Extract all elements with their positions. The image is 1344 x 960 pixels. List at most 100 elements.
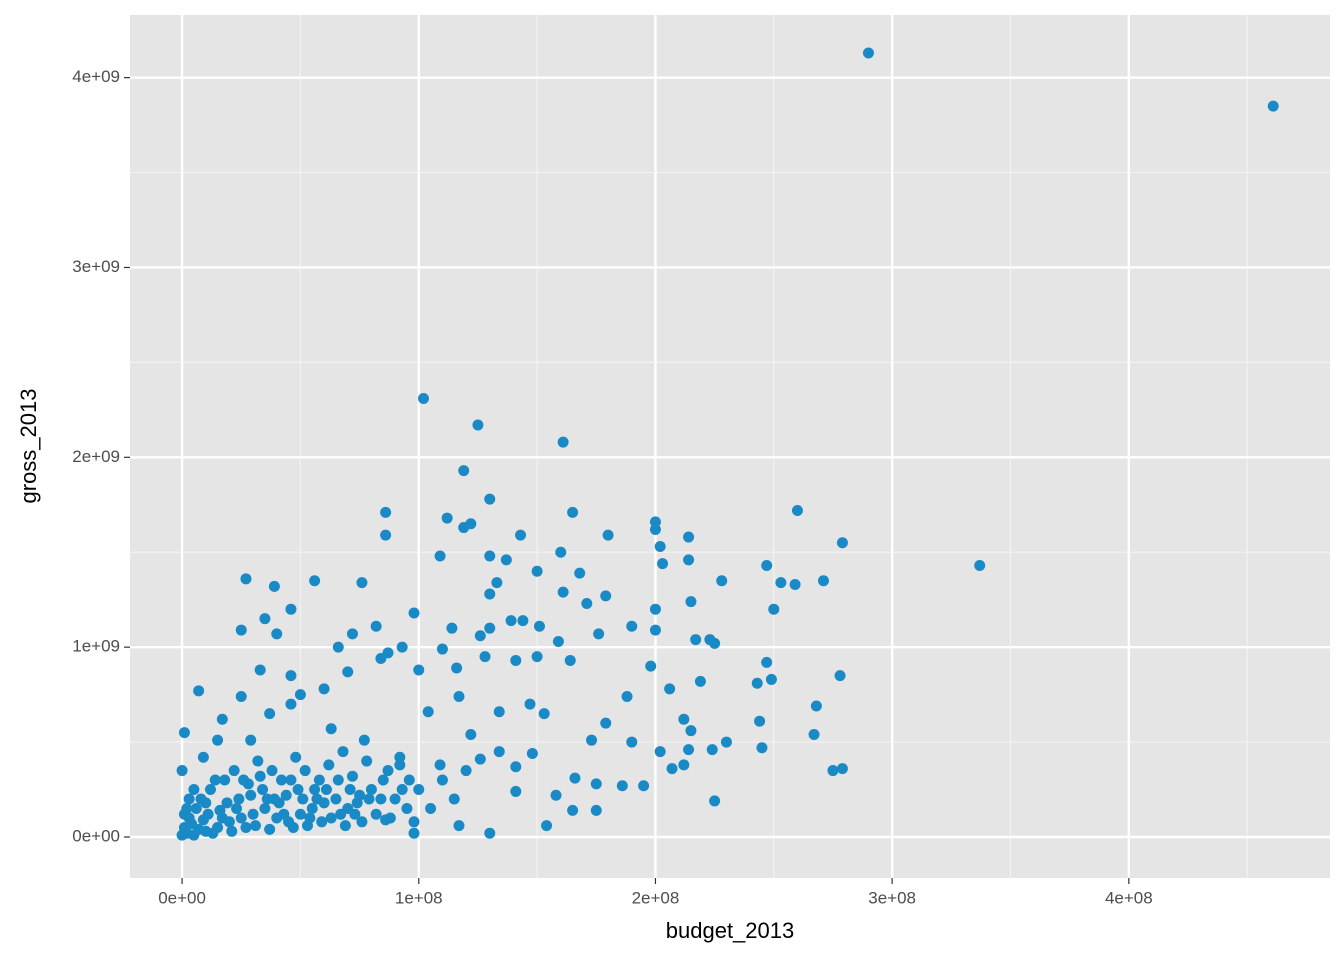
point <box>264 823 276 835</box>
point <box>226 825 238 837</box>
point <box>275 774 287 786</box>
point <box>238 774 250 786</box>
point <box>460 765 472 777</box>
point <box>834 670 846 682</box>
y-tick-label: 2e+09 <box>72 447 120 466</box>
points <box>176 47 1279 841</box>
x-tick-label: 4e+08 <box>1105 888 1153 907</box>
point <box>706 744 718 756</box>
point <box>346 770 358 782</box>
point <box>836 537 848 549</box>
point <box>465 728 477 740</box>
point <box>425 803 437 815</box>
point <box>683 531 695 543</box>
point <box>188 784 200 796</box>
point <box>363 793 375 805</box>
point <box>567 506 579 518</box>
point <box>515 529 527 541</box>
point <box>862 47 874 59</box>
point <box>313 774 325 786</box>
x-tick-label: 3e+08 <box>868 888 916 907</box>
point <box>510 785 522 797</box>
point <box>285 698 297 710</box>
point <box>567 804 579 816</box>
point <box>479 651 491 663</box>
point <box>500 554 512 566</box>
point <box>394 751 406 763</box>
point <box>377 774 389 786</box>
point <box>517 615 529 627</box>
point <box>709 795 721 807</box>
point <box>197 751 209 763</box>
point <box>403 774 415 786</box>
point <box>342 666 354 678</box>
point <box>268 580 280 592</box>
point <box>510 761 522 773</box>
point <box>380 506 392 518</box>
point <box>751 677 763 689</box>
point <box>484 827 496 839</box>
point <box>380 529 392 541</box>
point <box>231 803 243 815</box>
point <box>685 596 697 608</box>
point <box>666 763 678 775</box>
point <box>791 504 803 516</box>
point <box>235 691 247 703</box>
point <box>761 656 773 668</box>
point <box>396 641 408 653</box>
point <box>694 675 706 687</box>
point <box>531 651 543 663</box>
point <box>240 822 252 834</box>
point <box>280 789 292 801</box>
point <box>448 793 460 805</box>
point <box>458 465 470 477</box>
point <box>569 772 581 784</box>
point <box>259 803 271 815</box>
point <box>664 683 676 695</box>
point <box>254 664 266 676</box>
point <box>472 419 484 431</box>
y-tick-label: 1e+09 <box>72 637 120 656</box>
point <box>836 763 848 775</box>
point <box>273 797 285 809</box>
point <box>678 713 690 725</box>
point <box>555 546 567 558</box>
point <box>183 793 195 805</box>
point <box>394 759 406 771</box>
point <box>257 784 269 796</box>
point <box>325 812 337 824</box>
point <box>626 620 638 632</box>
point <box>375 793 387 805</box>
point <box>382 765 394 777</box>
point <box>422 706 434 718</box>
x-axis-title: budget_2013 <box>666 918 794 943</box>
point <box>602 529 614 541</box>
point <box>266 765 278 777</box>
point <box>235 624 247 636</box>
point <box>446 622 458 634</box>
point <box>318 683 330 695</box>
point <box>245 734 257 746</box>
point <box>465 518 477 530</box>
point <box>247 808 259 820</box>
point <box>278 808 290 820</box>
point <box>309 784 321 796</box>
point <box>292 784 304 796</box>
y-tick-label: 0e+00 <box>72 826 120 845</box>
x-tick-label: 1e+08 <box>395 888 443 907</box>
point <box>216 713 228 725</box>
y-axis-title: gross_2013 <box>16 389 41 504</box>
point <box>590 778 602 790</box>
point <box>765 673 777 685</box>
point <box>332 641 344 653</box>
point <box>245 789 257 801</box>
point <box>228 765 240 777</box>
point <box>557 586 569 598</box>
x-tick-label: 0e+00 <box>158 888 206 907</box>
point <box>789 579 801 591</box>
point <box>541 820 553 832</box>
point <box>649 624 661 636</box>
point <box>683 554 695 566</box>
point <box>434 759 446 771</box>
point <box>533 620 545 632</box>
